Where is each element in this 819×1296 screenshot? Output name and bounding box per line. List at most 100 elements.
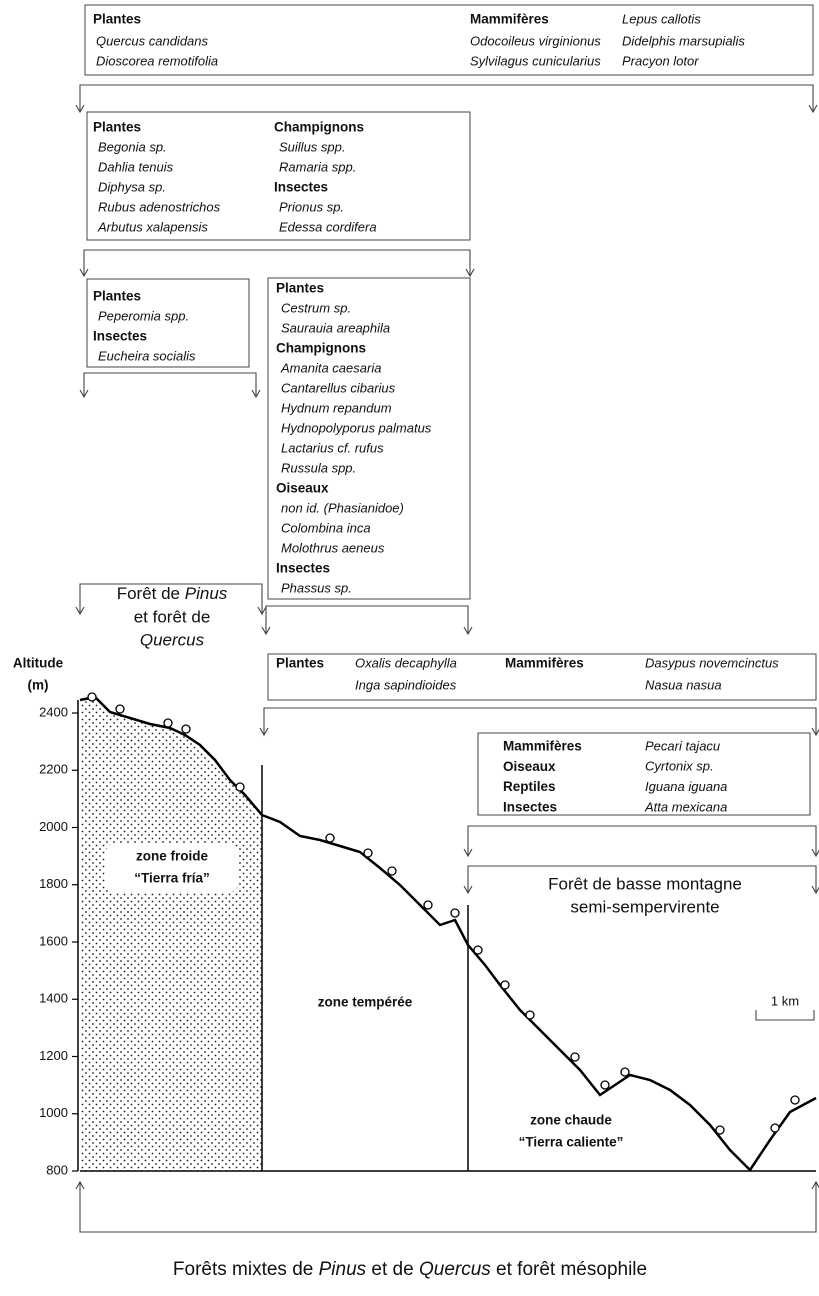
vegetation-icon xyxy=(451,909,459,917)
species-name: Peperomia spp. xyxy=(98,308,189,323)
vegetation-icon xyxy=(182,725,190,733)
vegetation-icon xyxy=(716,1126,724,1134)
forest-label: Forêt de basse montagne xyxy=(548,874,742,893)
group-heading: Insectes xyxy=(503,799,557,814)
vegetation-icon xyxy=(474,946,482,954)
text: Pinus xyxy=(185,584,228,603)
bracket xyxy=(84,373,256,397)
text: et forêt mésophile xyxy=(491,1259,647,1280)
scale-label: 1 km xyxy=(771,993,799,1008)
species-name: Oxalis decaphylla xyxy=(355,655,457,670)
tick-label: 800 xyxy=(46,1162,68,1177)
species-name: Pecari tajacu xyxy=(645,738,720,753)
species-name: Suillus spp. xyxy=(279,139,345,154)
bracket xyxy=(266,606,468,634)
scale-bar xyxy=(756,1010,814,1020)
group-heading: Insectes xyxy=(93,329,147,344)
species-name: Diphysa sp. xyxy=(98,179,166,194)
species-name: Nasua nasua xyxy=(645,677,722,692)
forest-label: Forêt de Pinus xyxy=(117,584,228,603)
group-heading: Mammifères xyxy=(503,739,582,754)
tick-label: 2400 xyxy=(39,704,68,719)
species-name: Cestrum sp. xyxy=(281,300,351,315)
axis-unit: (m) xyxy=(28,678,49,693)
species-name: Dahlia tenuis xyxy=(98,159,174,174)
tick-label: 1400 xyxy=(39,991,68,1006)
bracket xyxy=(468,826,816,856)
text: et de xyxy=(366,1259,419,1280)
forest-label: Quercus xyxy=(140,630,205,649)
diagram: 1 km Altitude (m) Forêt de Pinus et forê… xyxy=(0,0,819,1296)
species-name: Pracyon lotor xyxy=(622,53,699,68)
species-name: Arbutus xalapensis xyxy=(97,219,208,234)
bracket xyxy=(264,708,816,735)
vegetation-icon xyxy=(571,1053,579,1061)
species-name: Rubus adenostrichos xyxy=(98,199,221,214)
species-name: Dasypus novemcinctus xyxy=(645,655,779,670)
vegetation-icon xyxy=(326,834,334,842)
species-name: Cantarellus cibarius xyxy=(281,380,396,395)
vegetation-icon xyxy=(116,705,124,713)
group-heading: Oiseaux xyxy=(503,759,556,774)
group-heading: Oiseaux xyxy=(276,481,329,496)
zone-label: zone chaude xyxy=(530,1113,612,1128)
bracket xyxy=(80,1182,816,1232)
forest-label: Forêts mixtes de Pinus et de Quercus et … xyxy=(173,1259,647,1280)
group-heading: Champignons xyxy=(276,341,366,356)
species-name: Hydnopolyporus palmatus xyxy=(281,420,432,435)
zone-label: “Tierra caliente” xyxy=(519,1135,624,1150)
species-name: Quercus candidans xyxy=(96,33,209,48)
species-name: Eucheira socialis xyxy=(98,348,196,363)
zone-label: “Tierra fría” xyxy=(134,871,210,886)
group-heading: Insectes xyxy=(274,180,328,195)
tick-label: 1000 xyxy=(39,1105,68,1120)
forest-label: et forêt de xyxy=(134,607,211,626)
group-heading: Plantes xyxy=(93,289,141,304)
text: Quercus xyxy=(419,1259,491,1280)
species-name: Colombina inca xyxy=(281,520,371,535)
species-name: Lepus callotis xyxy=(622,11,701,26)
vegetation-icon xyxy=(791,1096,799,1104)
axis-title: Altitude xyxy=(13,656,64,671)
vegetation-icon xyxy=(236,783,244,791)
zone-label: zone tempérée xyxy=(318,995,413,1010)
species-name: Russula spp. xyxy=(281,460,356,475)
vegetation-icon xyxy=(388,867,396,875)
text: Pinus xyxy=(319,1259,367,1280)
forest-label: semi-sempervirente xyxy=(570,897,719,916)
group-heading: Plantes xyxy=(276,281,324,296)
tick-label: 2200 xyxy=(39,762,68,777)
species-name: non id. (Phasianidoe) xyxy=(281,500,404,515)
group-heading: Plantes xyxy=(276,656,324,671)
vegetation-icon xyxy=(164,719,172,727)
species-name: Begonia sp. xyxy=(98,139,167,154)
vegetation-icon xyxy=(501,981,509,989)
tick-label: 2000 xyxy=(39,819,68,834)
species-name: Prionus sp. xyxy=(279,199,344,214)
species-name: Sylvilagus cunicularius xyxy=(470,53,601,68)
group-heading: Insectes xyxy=(276,561,330,576)
tick-label: 1600 xyxy=(39,933,68,948)
vegetation-icon xyxy=(526,1011,534,1019)
vegetation-icon xyxy=(424,901,432,909)
species-name: Molothrus aeneus xyxy=(281,540,385,555)
vegetation-icon xyxy=(364,849,372,857)
group-heading: Plantes xyxy=(93,12,141,27)
species-name: Saurauia areaphila xyxy=(281,320,390,335)
species-name: Amanita caesaria xyxy=(280,360,381,375)
group-heading: Mammifères xyxy=(505,656,584,671)
vegetation-icon xyxy=(601,1081,609,1089)
species-name: Didelphis marsupialis xyxy=(622,33,745,48)
vegetation-icon xyxy=(621,1068,629,1076)
species-name: Hydnum repandum xyxy=(281,400,392,415)
bracket xyxy=(80,85,813,112)
bracket xyxy=(84,250,470,276)
vegetation-icon xyxy=(88,693,96,701)
species-name: Iguana iguana xyxy=(645,779,727,794)
species-name: Atta mexicana xyxy=(644,799,727,814)
species-name: Inga sapindioides xyxy=(355,677,457,692)
species-name: Phassus sp. xyxy=(281,580,352,595)
group-heading: Mammifères xyxy=(470,12,549,27)
species-name: Cyrtonix sp. xyxy=(645,759,714,774)
species-name: Dioscorea remotifolia xyxy=(96,53,218,68)
